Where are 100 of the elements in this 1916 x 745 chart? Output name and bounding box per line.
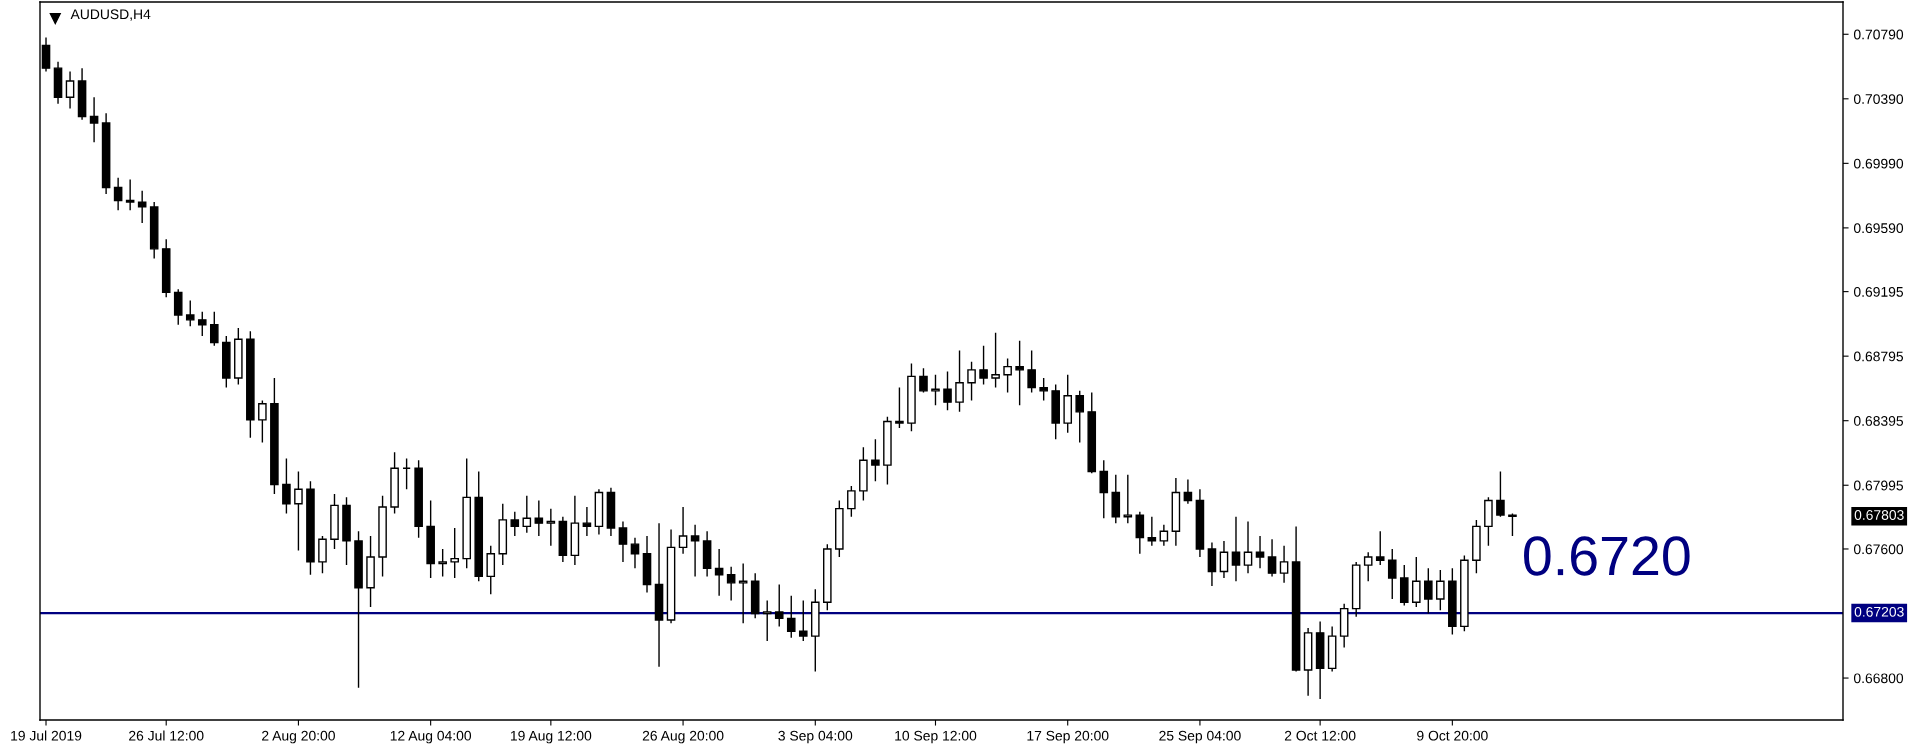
candlestick <box>1207 541 1217 587</box>
candlestick <box>1159 524 1169 547</box>
candlestick <box>318 535 327 574</box>
candlestick <box>125 178 135 211</box>
candlestick <box>558 516 568 563</box>
candlestick <box>1171 477 1181 547</box>
candlestick <box>390 451 399 515</box>
x-tick-label: 2 Oct 12:00 <box>1284 730 1356 741</box>
candlestick <box>1087 391 1097 474</box>
candlestick <box>1448 567 1457 636</box>
candlestick <box>1291 525 1301 673</box>
candlestick <box>690 524 700 578</box>
chart-title: AUDUSD,H4 <box>70 9 151 21</box>
candlestick <box>354 530 363 689</box>
candlestick <box>1508 512 1517 537</box>
candlestick <box>847 485 856 518</box>
candlestick <box>414 459 423 539</box>
candlestick <box>306 480 315 576</box>
candlestick <box>197 311 207 337</box>
candlestick <box>77 67 87 121</box>
candlestick <box>1003 357 1012 394</box>
candlestick <box>1123 474 1133 524</box>
candlestick <box>222 335 231 389</box>
candlestick <box>967 361 976 402</box>
x-tick-label: 25 Sep 04:00 <box>1159 730 1241 744</box>
candlestick <box>654 522 664 668</box>
candlestick <box>378 495 387 578</box>
candlestick <box>1339 603 1349 649</box>
candlestick <box>750 572 760 620</box>
candlestick <box>931 374 940 407</box>
candlestick <box>1111 474 1121 524</box>
candlestick <box>919 367 928 394</box>
candlestick <box>943 370 952 411</box>
candlestick <box>149 201 159 260</box>
candlestick <box>1195 488 1205 558</box>
candlestick <box>534 499 544 537</box>
y-tick-label: 0.66800 <box>1853 673 1904 684</box>
x-tick-label: 26 Aug 20:00 <box>642 730 724 744</box>
candlestick <box>1243 520 1253 574</box>
x-tick-label: 17 Sep 20:00 <box>1027 730 1109 744</box>
x-tick-label: 9 Oct 20:00 <box>1417 730 1488 741</box>
candlestick <box>450 527 459 579</box>
text: 0.67203 <box>1854 606 1904 617</box>
candlestick <box>1436 569 1445 611</box>
candlestick <box>618 520 628 563</box>
candlestick <box>1327 625 1337 673</box>
candlestick <box>1472 519 1481 574</box>
candlestick <box>474 470 484 582</box>
candlestick <box>1279 545 1289 584</box>
x-tick-label: 19 Aug 12:00 <box>510 730 592 744</box>
candlestick <box>1411 556 1421 608</box>
x-tick-label: 10 Sep 12:00 <box>895 730 977 744</box>
candlestick <box>1267 538 1277 578</box>
candlestick <box>1063 374 1073 434</box>
candlestick <box>630 536 640 570</box>
candlestick <box>1399 564 1409 607</box>
candlestick <box>486 545 496 595</box>
candlestick <box>774 583 784 628</box>
candlestick <box>798 599 808 642</box>
candlestick <box>426 499 435 579</box>
candlestick <box>786 595 796 639</box>
candlestick <box>1424 567 1433 615</box>
candlestick <box>1255 535 1265 570</box>
candlestick <box>1375 530 1385 566</box>
candlestick <box>1039 377 1048 402</box>
candlestick <box>823 543 832 611</box>
candlestick <box>714 548 724 597</box>
candlestick <box>89 96 99 144</box>
candlestick <box>113 177 123 211</box>
candlestick <box>1027 349 1036 394</box>
candlestick <box>270 377 279 495</box>
x-tick-label: 19 Jul 2019 <box>11 730 82 741</box>
candlestick <box>438 548 447 578</box>
candlestick <box>1460 554 1469 632</box>
candlestick <box>1099 459 1109 520</box>
y-tick-label: 0.67600 <box>1853 544 1904 555</box>
candlestick <box>258 399 267 444</box>
candlestick <box>678 506 688 555</box>
candlestick <box>1135 511 1145 555</box>
candlestick <box>137 190 147 224</box>
candlestick <box>330 493 339 550</box>
y-tick-label: 0.67995 <box>1853 480 1904 491</box>
x-tick-label: 2 Aug 20:00 <box>262 730 335 744</box>
candlestick <box>173 288 183 326</box>
candlestick <box>246 330 255 439</box>
candlestick <box>570 495 580 566</box>
candlestick <box>1484 496 1493 547</box>
candlestick <box>101 112 111 195</box>
candlestick <box>666 528 676 624</box>
candlestick <box>955 349 964 413</box>
candlestick <box>871 438 880 482</box>
x-tick-label: 12 Aug 04:00 <box>390 730 472 744</box>
candlestick <box>835 499 844 558</box>
candlestick <box>642 535 652 594</box>
candlestick <box>342 496 351 566</box>
candlestick <box>1387 548 1397 600</box>
y-tick-label: 0.69590 <box>1853 223 1904 234</box>
candlestick <box>582 506 592 537</box>
candlestick <box>859 446 868 502</box>
y-tick-label: 0.69990 <box>1853 158 1904 169</box>
